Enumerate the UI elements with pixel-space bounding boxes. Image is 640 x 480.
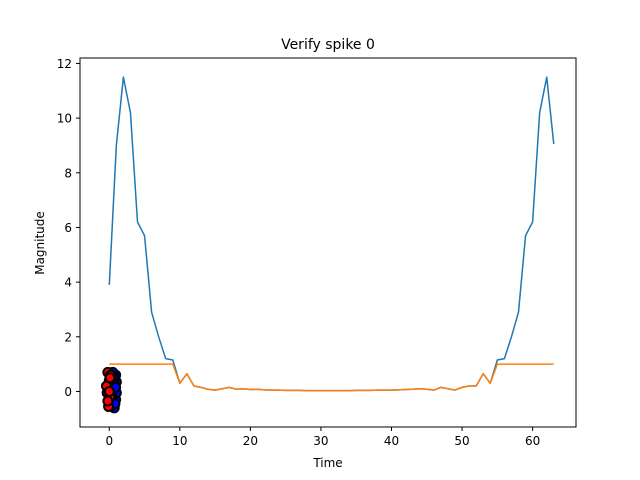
y-tick-label: 10: [57, 112, 72, 126]
scatter-point-2-9: [102, 395, 114, 407]
x-tick-label: 40: [384, 434, 399, 448]
y-axis: 0 2 4 6 8 10 12: [57, 57, 80, 399]
plot-frame: [79, 57, 577, 428]
x-tick-label: 50: [454, 434, 469, 448]
plot-area: [100, 76, 555, 414]
y-tick-label: 4: [64, 276, 72, 290]
y-tick-label: 0: [64, 385, 72, 399]
y-tick-label: 8: [64, 166, 72, 180]
chart-title: Verify spike 0: [281, 37, 375, 53]
x-axis: 0 10 20 30 40 50 60: [105, 427, 540, 448]
y-tick-label: 12: [57, 57, 72, 71]
y-tick-label: 2: [64, 330, 72, 344]
y-tick-label: 6: [64, 221, 72, 235]
x-tick-label: 0: [105, 434, 113, 448]
x-tick-label: 20: [243, 434, 258, 448]
x-tick-label: 60: [525, 434, 540, 448]
series-line-2: [109, 363, 554, 392]
x-tick-label: 10: [172, 434, 187, 448]
x-axis-label: Time: [312, 456, 342, 470]
y-axis-label: Magnitude: [33, 211, 47, 275]
scatter-point-2-10: [104, 372, 116, 384]
x-tick-label: 30: [313, 434, 328, 448]
scatter-point-2-8: [103, 385, 115, 397]
